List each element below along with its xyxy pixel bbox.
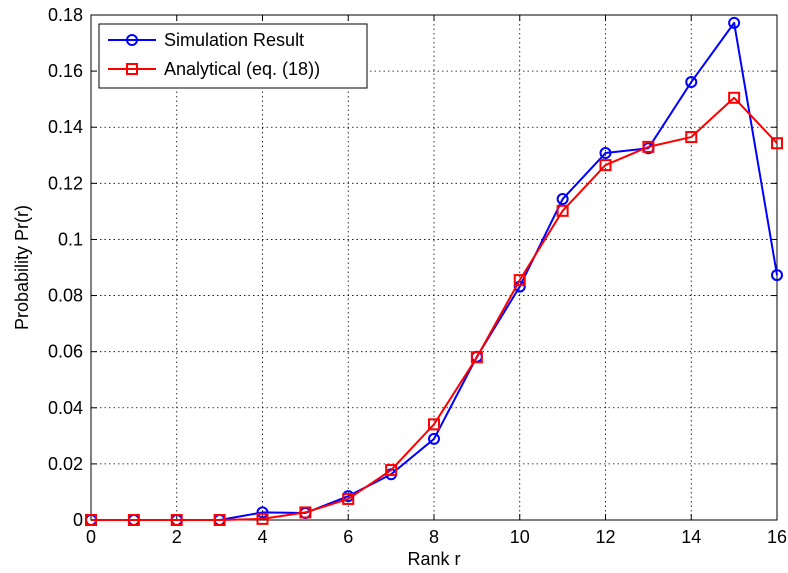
x-tick-label: 8 xyxy=(429,527,439,547)
x-tick-label: 4 xyxy=(257,527,267,547)
y-tick-label: 0.04 xyxy=(48,398,83,418)
x-tick-label: 12 xyxy=(595,527,615,547)
legend-label-simulation: Simulation Result xyxy=(164,30,304,50)
x-tick-label: 14 xyxy=(681,527,701,547)
x-tick-label: 16 xyxy=(767,527,787,547)
x-tick-label: 0 xyxy=(86,527,96,547)
legend: Simulation Result Analytical (eq. (18)) xyxy=(99,24,367,88)
y-axis-label: Probability Pr(r) xyxy=(12,205,32,330)
y-tick-label: 0.06 xyxy=(48,342,83,362)
y-tick-label: 0 xyxy=(73,510,83,530)
y-tick-label: 0.16 xyxy=(48,61,83,81)
x-tick-label: 10 xyxy=(510,527,530,547)
y-tick-label: 0.12 xyxy=(48,173,83,193)
x-axis-label: Rank r xyxy=(407,549,460,569)
legend-label-analytical: Analytical (eq. (18)) xyxy=(164,59,320,79)
y-tick-label: 0.1 xyxy=(58,229,83,249)
x-tick-label: 2 xyxy=(172,527,182,547)
x-tick-label: 6 xyxy=(343,527,353,547)
y-tick-label: 0.08 xyxy=(48,286,83,306)
y-tick-label: 0.18 xyxy=(48,5,83,25)
y-tick-label: 0.02 xyxy=(48,454,83,474)
y-tick-label: 0.14 xyxy=(48,117,83,137)
